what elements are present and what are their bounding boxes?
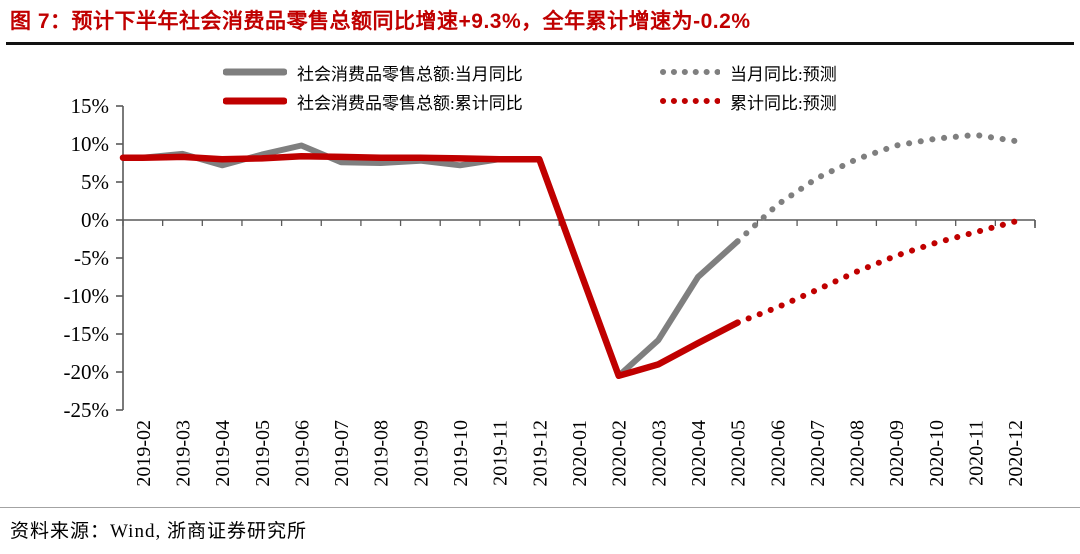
x-axis-label: 2020-03 [648,420,670,487]
x-axis-label: 2020-01 [569,420,591,487]
y-axis-label: -25% [64,398,110,422]
solid-red-line-icon [223,97,287,105]
x-axis-label: 2019-06 [291,420,313,487]
y-axis-label: -20% [64,360,110,384]
series-dotted-line [734,131,1019,245]
data-source-note: 资料来源：Wind, 浙商证券研究所 [10,521,307,542]
x-axis-label: 2019-08 [371,420,393,487]
y-axis-label: 15% [71,94,110,118]
y-axis-label: -10% [64,284,110,308]
series-dotted-line [734,218,1019,326]
x-axis-label: 2020-02 [609,420,631,487]
x-axis-label: 2019-11 [490,420,512,486]
legend-item-cumulative-yoy: 社会消费品零售总额:累计同比 [223,89,523,113]
x-axis-label: 2020-11 [966,420,988,486]
x-axis-label: 2020-05 [728,420,750,487]
series-solid-line [120,142,741,379]
dotted-red-line-icon [660,98,720,104]
x-axis-label: 2019-09 [410,420,432,487]
series-solid-line [119,152,741,380]
y-axis-label: -15% [64,322,110,346]
x-axis-label: 2019-03 [172,420,194,487]
legend-item-monthly-forecast: 当月同比:预测 [660,60,837,84]
x-axis-label: 2019-05 [252,420,274,487]
dotted-gray-line-icon [660,69,720,75]
x-axis-label: 2020-06 [767,420,789,487]
y-axis-label: 10% [71,132,110,156]
y-axis-label: 0% [81,208,109,232]
legend-label: 社会消费品零售总额:当月同比 [297,64,523,84]
x-axis-label: 2020-12 [1005,420,1027,487]
x-axis-label: 2020-07 [807,420,829,487]
x-axis-label: 2019-02 [133,420,155,487]
x-axis-label: 2019-12 [529,420,551,487]
x-axis-label: 2020-10 [926,420,948,487]
title-divider-line [6,42,1074,45]
x-axis-label: 2019-07 [331,420,353,487]
legend-label: 累计同比:预测 [730,93,837,113]
footer-divider-line [0,507,1080,508]
x-axis-label: 2019-10 [450,420,472,487]
solid-gray-line-icon [223,68,287,76]
y-axis-label: -5% [74,246,109,270]
y-axis-label: 5% [81,170,109,194]
chart-title: 图 7：预计下半年社会消费品零售总额同比增速+9.3%，全年累计增速为-0.2% [10,10,751,33]
x-axis-label: 2020-09 [886,420,908,487]
legend-label: 社会消费品零售总额:累计同比 [297,93,523,113]
x-axis-label: 2020-04 [688,420,710,487]
legend-item-cumulative-forecast: 累计同比:预测 [660,89,837,113]
x-axis-label: 2020-08 [847,420,869,487]
legend-label: 当月同比:预测 [730,64,837,84]
x-axis-label: 2019-04 [212,420,234,487]
legend-item-monthly-yoy: 社会消费品零售总额:当月同比 [223,60,523,84]
